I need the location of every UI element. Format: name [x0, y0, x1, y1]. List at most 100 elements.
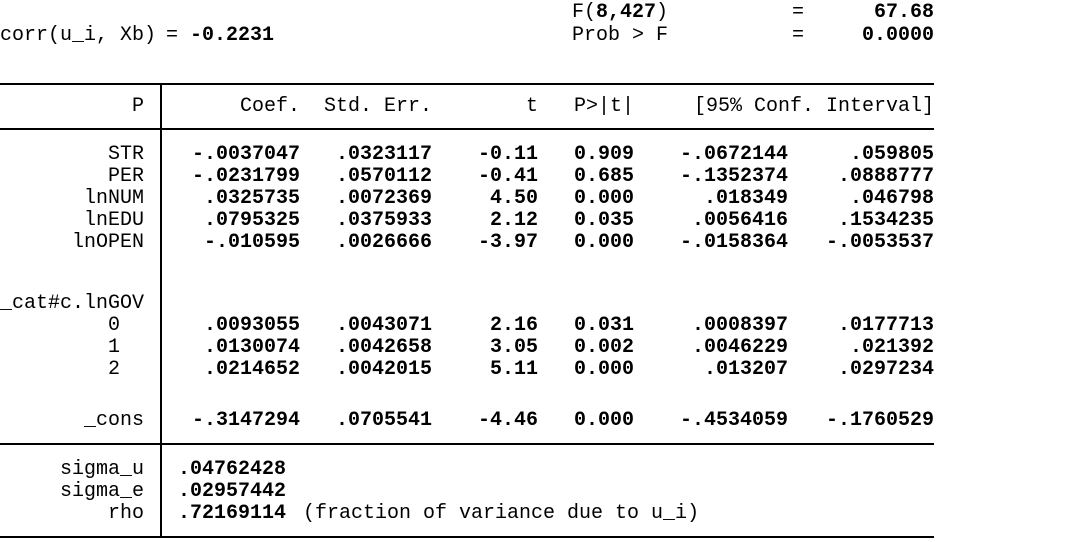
table-row: 2 .0214652 .0042015 5.11 0.000 .013207 .…	[0, 359, 1067, 381]
row-stderr: .0570112	[335, 165, 432, 188]
row-t: -0.41	[477, 165, 538, 188]
row-label: lnOPEN	[71, 231, 144, 254]
row-p: 0.002	[573, 336, 634, 359]
table-row: lnOPEN -.010595 .0026666 -3.97 0.000 -.0…	[0, 232, 1067, 254]
row-coef: .0214652	[203, 358, 300, 381]
row-ci-high: .021392	[849, 336, 934, 359]
row-p: 0.000	[573, 231, 634, 254]
row-ci-high: .0888777	[837, 165, 934, 188]
row-p: 0.909	[573, 143, 634, 166]
row-ci-low: -.1352374	[679, 165, 788, 188]
row-coef: -.3147294	[191, 409, 300, 432]
row-p: 0.000	[573, 187, 634, 210]
row-stderr: .0072369	[335, 187, 432, 210]
prob-equals: =	[792, 24, 805, 47]
table-vertical-rule	[160, 83, 162, 538]
corr-equals: =	[166, 24, 179, 47]
row-ci-high: .1534235	[837, 209, 934, 232]
table-footer-rule	[0, 443, 934, 445]
f-stat-value: 67.68	[873, 1, 934, 24]
row-coef: .0093055	[203, 314, 300, 337]
table-row: lnEDU .0795325 .0375933 2.12 0.035 .0056…	[0, 210, 1067, 232]
row-label: STR	[107, 143, 144, 166]
f-stat-label: F(8,427)	[572, 2, 668, 24]
row-t: 2.16	[489, 314, 538, 337]
row-t: 5.11	[489, 358, 538, 381]
footer-value: .04762428	[178, 458, 287, 481]
row-coef: .0130074	[203, 336, 300, 359]
row-t: 2.12	[489, 209, 538, 232]
row-stderr: .0705541	[335, 409, 432, 432]
header-p: P>|t|	[573, 95, 634, 118]
row-coef: .0325735	[203, 187, 300, 210]
row-stderr: .0323117	[335, 143, 432, 166]
row-ci-low: -.0158364	[679, 231, 788, 254]
header-depvar: P	[131, 95, 144, 118]
footer-row-sigma-u: sigma_u .04762428	[0, 459, 1067, 481]
header-ci: [95% Conf. Interval]	[694, 95, 935, 118]
row-ci-low: -.4534059	[679, 409, 788, 432]
header-stderr: Std. Err.	[323, 95, 432, 118]
row-t: 3.05	[489, 336, 538, 359]
row-coef: -.0231799	[191, 165, 300, 188]
row-p: 0.000	[573, 409, 634, 432]
row-p: 0.035	[573, 209, 634, 232]
f-stat-prefix: F(	[572, 1, 597, 24]
table-row: 0 .0093055 .0043071 2.16 0.031 .0008397 …	[0, 315, 1067, 337]
row-stderr: .0042658	[335, 336, 432, 359]
row-ci-high: .046798	[849, 187, 934, 210]
table-header-row: P Coef. Std. Err. t P>|t| [95% Conf. Int…	[0, 96, 1067, 118]
row-ci-low: .0046229	[691, 336, 788, 359]
table-row: PER -.0231799 .0570112 -0.41 0.685 -.135…	[0, 166, 1067, 188]
f-stat-suffix: )	[656, 1, 669, 24]
prob-label: Prob > F	[572, 24, 669, 47]
footer-note: (fraction of variance due to u_i)	[303, 502, 700, 525]
row-label: 0	[107, 314, 120, 337]
header-coef: Coef.	[239, 95, 300, 118]
footer-label: rho	[107, 502, 144, 525]
footer-value: .72169114	[178, 502, 287, 525]
row-ci-high: .0297234	[837, 358, 934, 381]
table-top-rule	[0, 83, 934, 85]
row-label: lnNUM	[83, 187, 144, 210]
header-t: t	[525, 95, 538, 118]
row-label: 1	[107, 336, 120, 359]
footer-row-rho: rho .72169114 (fraction of variance due …	[0, 503, 1067, 525]
row-ci-high: .059805	[849, 143, 934, 166]
corr-label: corr(u_i, Xb)	[0, 24, 157, 47]
table-group-row: _cat#c.lnGOV	[0, 293, 1067, 315]
row-p: 0.000	[573, 358, 634, 381]
row-coef: -.010595	[203, 231, 300, 254]
prob-value: 0.0000	[861, 24, 934, 47]
table-row: lnNUM .0325735 .0072369 4.50 0.000 .0183…	[0, 188, 1067, 210]
table-header-rule	[0, 128, 934, 130]
row-ci-low: .0008397	[691, 314, 788, 337]
table-row: 1 .0130074 .0042658 3.05 0.002 .0046229 …	[0, 337, 1067, 359]
row-p: 0.031	[573, 314, 634, 337]
row-label: PER	[107, 165, 144, 188]
row-label: lnEDU	[83, 209, 144, 232]
row-ci-low: .013207	[703, 358, 788, 381]
row-ci-low: .0056416	[691, 209, 788, 232]
row-t: -3.97	[477, 231, 538, 254]
footer-label: sigma_e	[59, 480, 144, 503]
row-stderr: .0042015	[335, 358, 432, 381]
row-ci-high: -.0053537	[825, 231, 934, 254]
table-row: STR -.0037047 .0323117 -0.11 0.909 -.067…	[0, 144, 1067, 166]
group-label: _cat#c.lnGOV	[0, 292, 145, 315]
row-t: -0.11	[477, 143, 538, 166]
row-stderr: .0375933	[335, 209, 432, 232]
row-stderr: .0026666	[335, 231, 432, 254]
table-bottom-rule	[0, 536, 934, 538]
row-stderr: .0043071	[335, 314, 432, 337]
f-stat-line: F(8,427) = 67.68	[0, 2, 1067, 24]
row-ci-high: -.1760529	[825, 409, 934, 432]
footer-value: .02957442	[178, 480, 287, 503]
table-row-cons: _cons -.3147294 .0705541 -4.46 0.000 -.4…	[0, 410, 1067, 432]
row-ci-low: .018349	[703, 187, 788, 210]
f-stat-df: 8,427	[596, 1, 657, 24]
row-coef: -.0037047	[191, 143, 300, 166]
row-t: -4.46	[477, 409, 538, 432]
row-t: 4.50	[489, 187, 538, 210]
